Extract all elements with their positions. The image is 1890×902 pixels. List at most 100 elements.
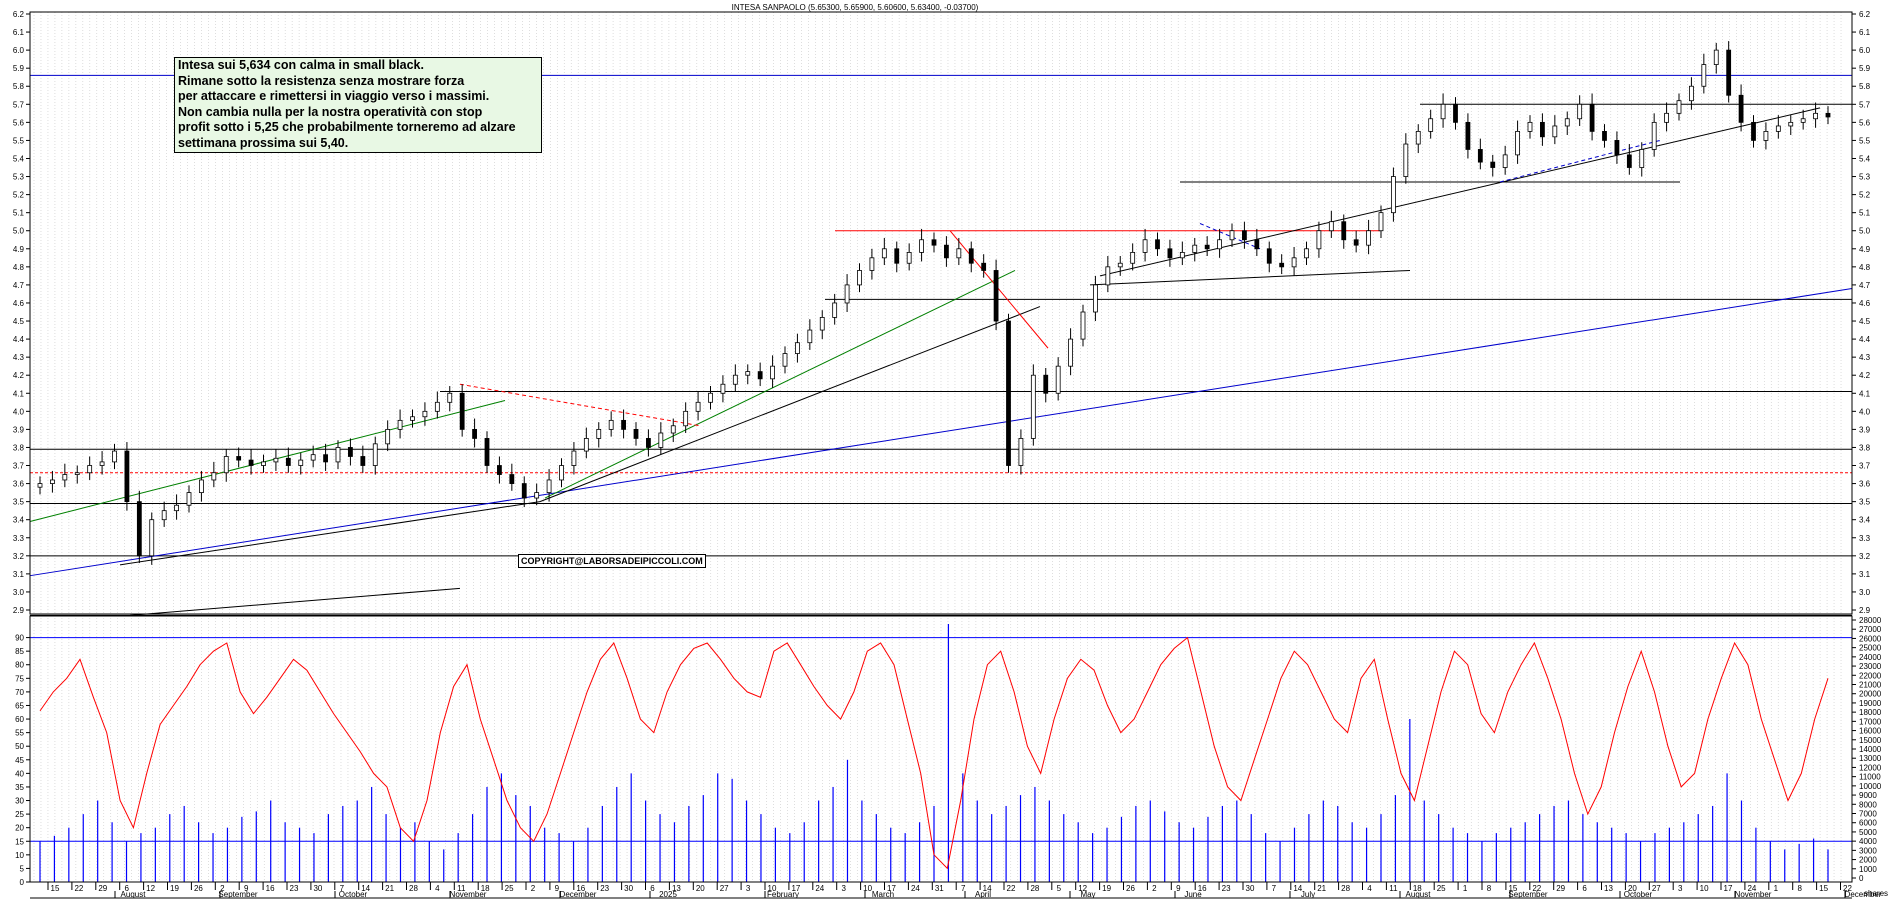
x-day-label: 5: [1057, 884, 1062, 893]
candle-body: [1626, 154, 1632, 168]
y-tick-label: 3.6: [1859, 480, 1871, 489]
x-day-label: 3: [1678, 884, 1683, 893]
y-tick-label: 4.1: [1859, 389, 1871, 398]
y-tick-label: 6.1: [1859, 28, 1871, 37]
candle-body: [1068, 338, 1073, 367]
x-day-label: 7: [1272, 884, 1277, 893]
candle-body: [1477, 149, 1483, 163]
candle-body: [397, 419, 403, 430]
y-tick-label: 4.3: [1859, 353, 1871, 362]
x-day-label: 24: [911, 884, 920, 893]
osc-tick-label: 10: [15, 851, 24, 860]
y-tick-label: 3.8: [13, 443, 25, 452]
x-day-label: 8: [1797, 884, 1802, 893]
candle-body: [1589, 103, 1595, 132]
candle-body: [248, 459, 254, 466]
candle-body: [1279, 262, 1285, 268]
x-day-label: 15: [1819, 884, 1828, 893]
note-line: Non cambia nulla per la nostra operativi…: [178, 104, 483, 119]
candle-body: [509, 474, 515, 484]
candle-body: [161, 510, 167, 521]
candle-body: [1738, 94, 1744, 123]
candle-body: [273, 457, 279, 463]
x-day-label: 22: [74, 884, 83, 893]
x-day-label: 28: [409, 884, 418, 893]
x-day-label: 16: [576, 884, 585, 893]
candle-body: [497, 465, 502, 475]
x-day-label: 28: [1341, 884, 1350, 893]
y-tick-label: 4.8: [13, 263, 25, 272]
candle-body: [447, 392, 453, 403]
candle-body: [1428, 118, 1434, 132]
y-tick-label: 2.9: [1859, 606, 1871, 615]
y-tick-label: 3.1: [13, 570, 25, 579]
candle-body: [1204, 244, 1210, 250]
candle-body: [670, 425, 676, 434]
y-tick-label: 4.2: [1859, 371, 1871, 380]
volume-tick-label: 5000: [1859, 828, 1877, 837]
candle-body: [732, 374, 738, 385]
x-month-label: July: [1301, 890, 1315, 899]
x-month-label: March: [872, 890, 894, 899]
x-day-label: 14: [361, 884, 370, 893]
x-month-label: August: [121, 890, 147, 899]
volume-tick-label: 19000: [1859, 699, 1882, 708]
candle-body: [770, 365, 775, 380]
volume-tick-label: 23000: [1859, 662, 1882, 671]
candle-body: [1639, 149, 1645, 168]
candle-body: [261, 461, 266, 466]
candle-body: [646, 438, 651, 448]
osc-tick-label: 30: [15, 797, 24, 806]
x-month-label: February: [767, 890, 799, 899]
candle-body: [881, 248, 887, 259]
trend-line: [1099, 107, 1821, 277]
y-tick-label: 5.1: [1859, 209, 1871, 218]
candle-body: [1664, 112, 1669, 123]
candle-body: [1179, 251, 1185, 259]
x-day-label: 17: [791, 884, 800, 893]
y-tick-label: 5.5: [1859, 136, 1871, 145]
x-month-label: June: [1184, 890, 1202, 899]
oscillator-frame: [29, 615, 1853, 883]
osc-tick-label: 15: [15, 837, 24, 846]
note-line: Intesa sui 5,634 con calma in small blac…: [178, 58, 424, 72]
candle-body: [1018, 438, 1024, 466]
volume-tick-label: 22000: [1859, 671, 1882, 680]
x-month-label: 2025: [659, 890, 677, 899]
oscillator-line: [39, 636, 1829, 870]
price-panel: [29, 41, 1853, 616]
volume-tick-label: 6000: [1859, 819, 1877, 828]
y-tick-label: 4.3: [13, 353, 25, 362]
x-day-label: 17: [887, 884, 896, 893]
candle-body: [410, 416, 415, 421]
x-day-label: 2: [531, 884, 536, 893]
x-day-label: 1: [1774, 884, 1779, 893]
volume-tick-label: 16000: [1859, 727, 1882, 736]
y-tick-label: 4.9: [13, 245, 25, 254]
note-line: Rimane sotto la resistenza senza mostrar…: [178, 73, 465, 88]
candle-body: [310, 454, 316, 461]
x-month-label: September: [1508, 890, 1547, 899]
y-tick-label: 5.5: [13, 136, 25, 145]
y-tick-label: 3.1: [1859, 570, 1871, 579]
osc-tick-label: 0: [20, 878, 25, 887]
candle-body: [1775, 125, 1781, 132]
volume-tick-label: 1000: [1859, 865, 1877, 874]
candle-body: [1167, 248, 1173, 259]
candle-body: [459, 392, 465, 430]
trend-line: [1089, 269, 1411, 286]
osc-tick-label: 85: [15, 647, 24, 656]
volume-tick-label: 27000: [1859, 625, 1882, 634]
volume-tick-label: 4000: [1859, 837, 1877, 846]
candle-body: [1304, 248, 1309, 259]
x-day-label: 17: [1724, 884, 1733, 893]
trend-line: [119, 501, 541, 566]
x-day-label: 9: [244, 884, 249, 893]
trend-line: [544, 270, 1016, 499]
x-day-label: 10: [1700, 884, 1709, 893]
y-tick-label: 4.5: [1859, 317, 1871, 326]
volume-units-label: shares: [1864, 889, 1888, 898]
candle-body: [968, 248, 974, 264]
candle-body: [1254, 239, 1260, 250]
candle-body: [1763, 130, 1769, 141]
